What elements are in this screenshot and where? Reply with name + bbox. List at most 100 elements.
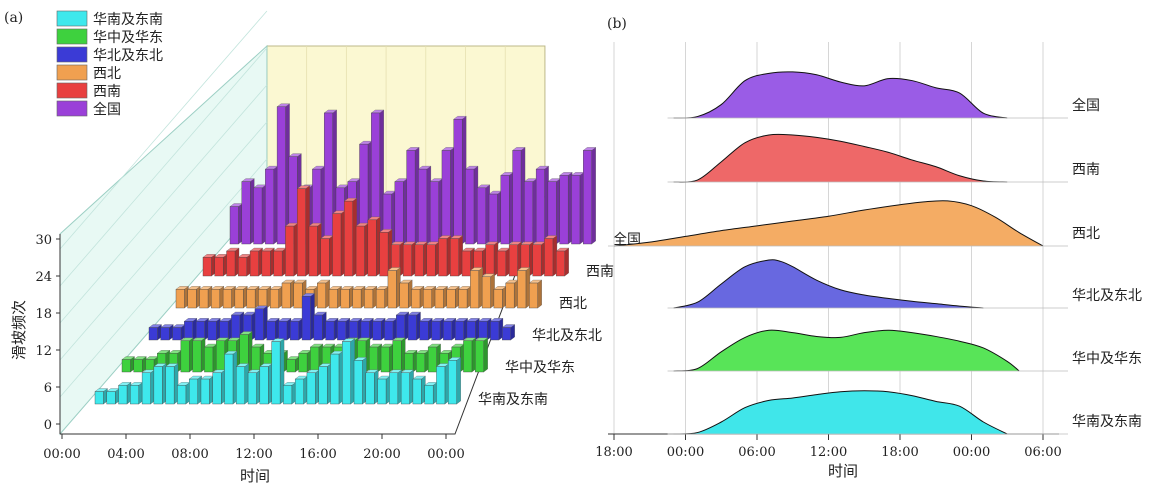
bar (380, 346, 390, 373)
bar (416, 353, 426, 373)
bar (544, 238, 554, 277)
x-axis-title: 时间 (240, 467, 270, 484)
bar (246, 289, 256, 309)
bar (384, 321, 394, 341)
row-label: 西北 (559, 296, 587, 312)
bar (389, 372, 399, 405)
legend-swatch (56, 100, 88, 117)
bar (465, 168, 475, 245)
bar (121, 359, 131, 373)
bar (236, 366, 245, 405)
bar (330, 353, 340, 405)
bar (200, 378, 210, 405)
bar (153, 366, 163, 405)
bar (448, 360, 457, 405)
bar (177, 385, 187, 405)
bar (340, 289, 350, 309)
bar (342, 341, 351, 405)
ridge-area (673, 134, 1008, 183)
legend-label: 华中及华东 (93, 30, 163, 46)
y-tick-label: 30 (35, 233, 52, 248)
bar (202, 257, 212, 277)
y-tick-label: 18 (35, 307, 52, 322)
bar (165, 366, 175, 405)
legend-swatch (56, 46, 88, 63)
bar (192, 340, 202, 373)
bar (583, 150, 592, 245)
bar (269, 289, 279, 309)
bar (199, 289, 209, 309)
bar (320, 238, 330, 277)
x-tick-label: 18:00 (881, 445, 918, 460)
bar (254, 308, 264, 341)
x-tick-label: 18:00 (595, 445, 632, 460)
bar (367, 219, 377, 277)
bar (281, 282, 291, 309)
x-tick-label: 00:00 (43, 447, 80, 462)
bar (241, 181, 251, 245)
bar (337, 321, 347, 341)
x-tick-label: 20:00 (363, 447, 400, 462)
bar (365, 372, 375, 405)
ridge-outline (673, 329, 1020, 372)
bar (298, 353, 308, 373)
bar (188, 378, 198, 405)
ridge-area (673, 330, 1020, 371)
bar (207, 321, 217, 341)
bar (313, 314, 323, 341)
x-tick-label: 12:00 (810, 445, 847, 460)
bar (470, 270, 480, 309)
side-grid-line (59, 121, 268, 361)
bar (502, 327, 511, 341)
ridge-label: 西北 (1072, 226, 1100, 242)
bar (355, 225, 365, 277)
bar (94, 391, 104, 405)
bar (160, 327, 170, 341)
bar (463, 340, 473, 373)
bar (375, 289, 385, 309)
x-tick-label: 12:00 (235, 447, 272, 462)
bar (344, 200, 353, 277)
ridge-label: 华北及东北 (1072, 288, 1142, 304)
bar (399, 282, 409, 309)
bar (318, 366, 328, 405)
bar (180, 340, 190, 373)
bar (118, 385, 128, 405)
bar (377, 378, 387, 405)
ridge-label: 华南及东南 (1072, 414, 1142, 430)
bar (458, 289, 468, 309)
bar (224, 353, 234, 405)
legend-label: 西南 (93, 84, 121, 100)
panel-a-label: (a) (4, 10, 23, 26)
bar (229, 206, 239, 245)
bar (332, 213, 342, 277)
x-tick-label: 16:00 (299, 447, 336, 462)
bar (434, 289, 444, 309)
y-tick-label: 24 (35, 270, 52, 285)
bar (500, 175, 510, 245)
bar (286, 359, 296, 373)
legend-swatch (56, 10, 88, 27)
bar (204, 346, 214, 373)
bar (477, 187, 486, 245)
bar (419, 321, 429, 341)
bar (461, 250, 471, 277)
bar (293, 282, 303, 309)
ridge-label: 全国 (1072, 97, 1100, 114)
bar (253, 187, 263, 245)
bar (364, 289, 374, 309)
bar (571, 175, 581, 245)
bar (426, 244, 436, 277)
bar (211, 289, 221, 309)
bar (407, 314, 417, 341)
side-grid-line (59, 84, 268, 324)
x-tick-label: 00:00 (953, 445, 990, 460)
legend-swatch (56, 82, 88, 99)
side-grid-line (59, 158, 268, 398)
bar (317, 282, 326, 309)
bar (508, 244, 518, 277)
bar (226, 250, 236, 277)
bar (276, 106, 286, 245)
bar (372, 321, 382, 341)
bar (559, 175, 569, 245)
